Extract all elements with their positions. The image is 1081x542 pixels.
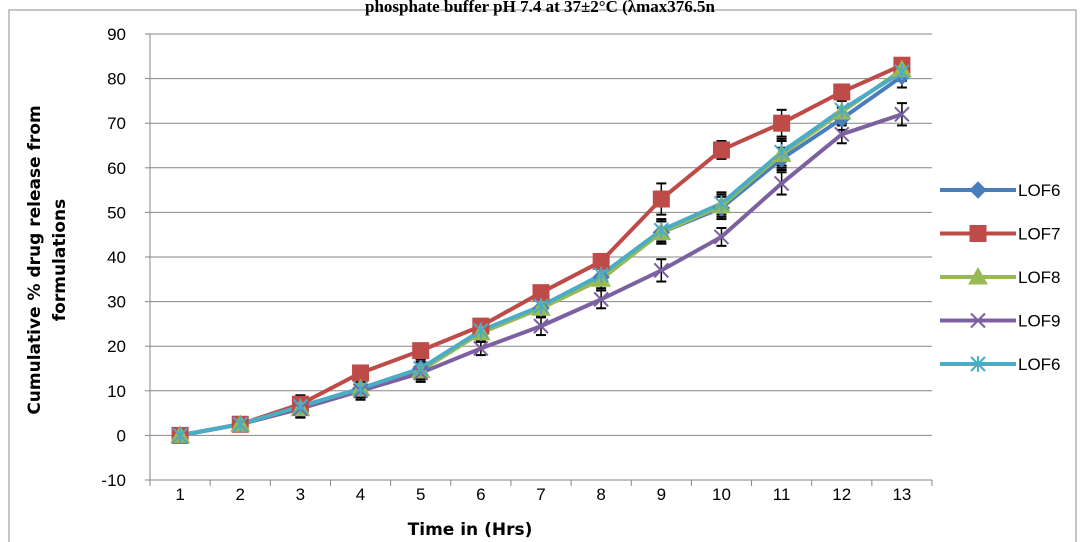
data-point (834, 126, 850, 143)
x-tick-label: 4 (356, 485, 365, 504)
x-tick-label: 8 (596, 485, 605, 504)
data-point (533, 298, 549, 315)
data-point (773, 144, 790, 161)
chart-title: phosphate buffer pH 7.4 at 37±2°C (λmax3… (365, 0, 716, 16)
y-tick-label: 70 (107, 114, 126, 133)
y-tick-label: -10 (101, 471, 126, 490)
y-axis-title-line1: Cumulative % drug release from (25, 105, 45, 414)
y-tick-label: 90 (107, 25, 126, 44)
data-point (412, 342, 430, 360)
data-point (773, 175, 790, 192)
y-tick-label: 20 (107, 337, 126, 356)
data-point (894, 63, 910, 80)
data-point (593, 266, 609, 283)
data-point (412, 360, 429, 377)
data-point (894, 106, 910, 122)
x-axis-title: Time in (Hrs) (408, 520, 533, 540)
y-axis-title: Cumulative % drug release from formulati… (25, 105, 70, 414)
data-point (593, 291, 609, 308)
y-axis-title-line2: formulations (50, 199, 70, 321)
legend-item: LOF8 (940, 266, 1061, 287)
legend-marker (969, 181, 987, 199)
x-tick-label: 5 (416, 485, 425, 504)
data-point (773, 114, 791, 132)
data-point (172, 427, 188, 444)
x-tick-label: 2 (235, 485, 244, 504)
y-tick-label: 0 (117, 426, 126, 445)
data-point (232, 416, 248, 433)
legend-marker (970, 356, 986, 372)
data-point (833, 83, 851, 101)
data-point (473, 322, 489, 339)
x-tick-label: 3 (296, 485, 305, 504)
x-tick-label: 7 (536, 485, 545, 504)
y-tick-label: 10 (107, 382, 126, 401)
legend-marker (970, 312, 986, 329)
data-point (653, 262, 670, 279)
data-point (653, 222, 670, 239)
x-tick-label: 9 (657, 485, 666, 504)
legend-label: LOF8 (1018, 268, 1061, 287)
x-tick-labels: 1 2 3 4 5 6 7 8 9 10 11 12 13 (175, 485, 911, 504)
data-point (712, 141, 730, 159)
chart-area-border (8, 9, 1077, 542)
x-tick-label: 12 (832, 485, 851, 504)
legend-label: LOF9 (1018, 312, 1061, 331)
data-point (652, 190, 670, 208)
legend-item: LOF9 (940, 312, 1061, 331)
x-tick-label: 10 (712, 485, 731, 504)
data-point (292, 398, 309, 415)
x-tick-label: 13 (892, 485, 911, 504)
x-tick-label: 1 (175, 485, 184, 504)
data-point (713, 229, 730, 245)
legend-item: LOF6 (940, 181, 1061, 200)
y-tick-label: 30 (107, 293, 126, 312)
legend-marker (969, 225, 987, 242)
series-markers (170, 56, 912, 445)
data-point (834, 101, 850, 118)
legend-label: LOF6 (1018, 181, 1061, 200)
legend-item: LOF7 (940, 225, 1061, 244)
x-tick-label: 11 (773, 485, 791, 504)
legend-label: LOF7 (1018, 225, 1061, 244)
data-point (713, 195, 730, 212)
axes (145, 33, 933, 486)
data-point (473, 340, 489, 357)
legend-item: LOF6 (940, 355, 1061, 374)
y-tick-label: 50 (107, 203, 126, 222)
legend-label: LOF6 (1018, 355, 1061, 374)
legend-marker (968, 266, 988, 285)
x-tick-label: 6 (476, 485, 485, 504)
data-point (352, 380, 369, 397)
data-point (533, 318, 549, 334)
y-tick-labels: -10 0 10 20 30 40 50 60 70 80 90 (101, 25, 126, 490)
y-tick-label: 60 (107, 159, 126, 178)
y-tick-label: 80 (107, 70, 126, 89)
y-tick-label: 40 (107, 248, 126, 267)
legend: LOF6 LOF7 LOF8 LOF9 LOF6 (940, 181, 1061, 374)
